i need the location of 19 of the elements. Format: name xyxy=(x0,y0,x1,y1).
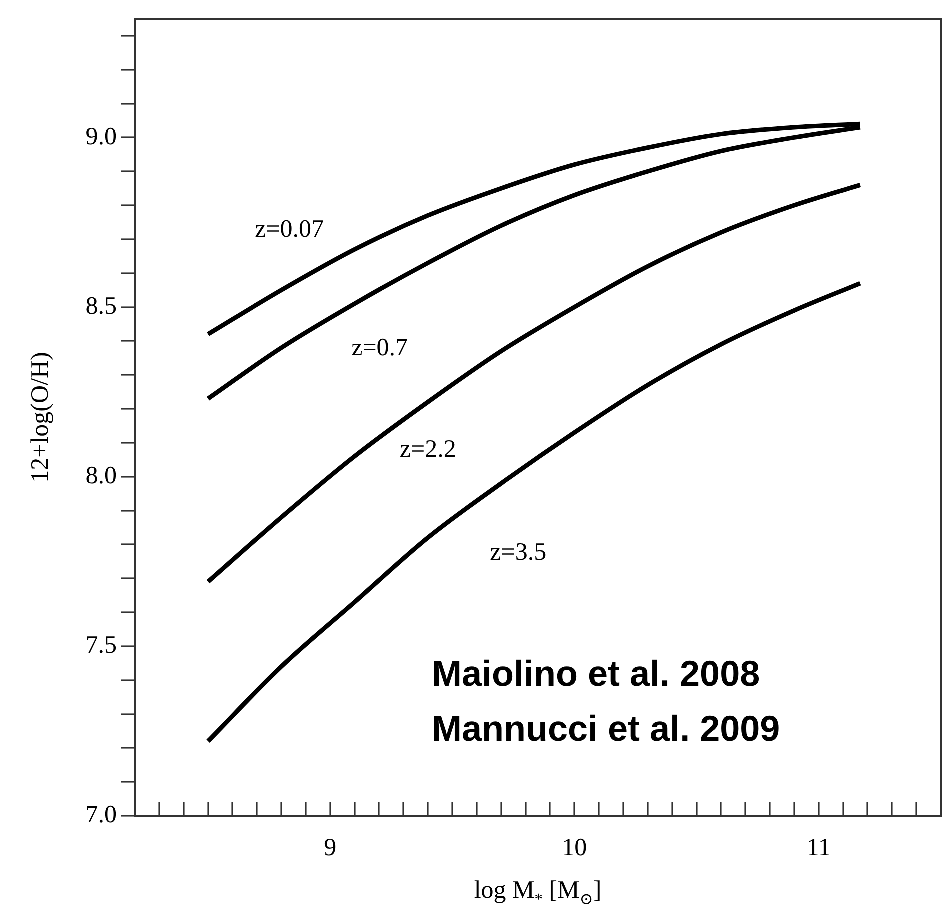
y-axis-title: 12+log(O/H) xyxy=(27,352,54,483)
x-axis-title: log M* [M⊙] xyxy=(474,877,602,908)
y-tick-label: 8.5 xyxy=(86,292,117,320)
line-series xyxy=(206,182,863,584)
line-series xyxy=(206,125,863,402)
y-tick-label: 8.0 xyxy=(86,462,117,490)
series-label: z=2.2 xyxy=(400,436,456,463)
y-tick-label: 7.5 xyxy=(86,632,117,659)
annotation: Mannucci et al. 2009 xyxy=(432,708,780,749)
series-label: z=0.07 xyxy=(255,216,324,243)
x-tick-label: 11 xyxy=(806,834,831,862)
y-tick-label: 9.0 xyxy=(86,123,117,150)
x-tick-label: 9 xyxy=(324,834,337,862)
annotation: Maiolino et al. 2008 xyxy=(432,653,760,694)
line-series xyxy=(206,281,863,744)
y-tick-label: 7.0 xyxy=(86,802,117,829)
series-label: z=0.7 xyxy=(352,334,408,362)
series-label: z=3.5 xyxy=(490,539,547,566)
x-tick-label: 10 xyxy=(562,834,588,862)
